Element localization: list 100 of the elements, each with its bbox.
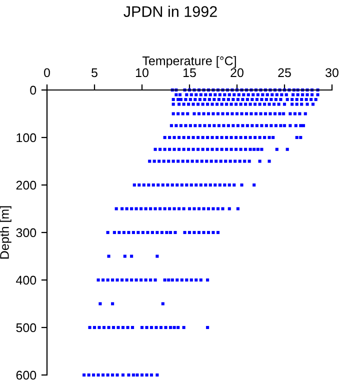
point — [120, 278, 124, 282]
point — [268, 160, 271, 163]
point — [296, 93, 300, 96]
point — [176, 326, 180, 330]
point — [114, 207, 118, 210]
point — [311, 102, 315, 106]
point — [244, 136, 248, 140]
point — [178, 93, 182, 96]
point — [192, 112, 196, 116]
point — [194, 93, 198, 96]
point — [149, 278, 152, 282]
point — [172, 136, 176, 140]
point — [244, 148, 248, 151]
point — [121, 326, 125, 330]
point — [150, 326, 154, 330]
point — [228, 183, 231, 187]
point — [204, 93, 208, 96]
point — [192, 102, 195, 106]
point — [102, 373, 105, 377]
point — [232, 93, 236, 96]
point — [222, 124, 226, 128]
point — [178, 148, 181, 151]
point — [185, 278, 188, 282]
point — [88, 326, 92, 330]
point — [170, 183, 174, 187]
point — [203, 98, 206, 102]
point — [156, 373, 159, 377]
point — [202, 112, 206, 116]
point — [219, 160, 222, 163]
point — [174, 230, 177, 234]
point — [300, 98, 304, 102]
point — [246, 98, 249, 102]
point — [232, 124, 235, 128]
point — [306, 102, 309, 106]
point — [220, 102, 224, 106]
point — [244, 112, 248, 116]
point — [250, 112, 253, 116]
point — [268, 112, 272, 116]
point — [202, 230, 206, 234]
point — [264, 98, 268, 102]
point — [187, 136, 190, 140]
point — [118, 230, 121, 234]
point — [132, 183, 136, 187]
point — [248, 148, 252, 151]
point — [212, 230, 215, 234]
point — [156, 254, 159, 258]
point — [159, 326, 163, 330]
point — [279, 98, 282, 102]
point — [225, 102, 228, 106]
point — [190, 183, 193, 187]
point — [196, 136, 200, 140]
point — [234, 160, 237, 163]
point — [263, 136, 266, 140]
point — [230, 102, 233, 106]
point — [260, 124, 264, 128]
point — [199, 183, 202, 187]
point — [174, 124, 178, 128]
point — [232, 98, 235, 102]
point — [203, 124, 206, 128]
point — [290, 102, 294, 106]
point — [92, 326, 96, 330]
point — [130, 278, 134, 282]
point — [176, 98, 180, 102]
point — [300, 102, 304, 106]
point — [206, 278, 210, 282]
point — [230, 136, 233, 140]
point — [310, 93, 314, 96]
x-tick-label: 30 — [326, 68, 338, 78]
point — [304, 98, 308, 102]
point — [148, 160, 152, 163]
point — [116, 278, 119, 282]
point — [172, 98, 175, 102]
point — [261, 93, 264, 96]
x-tick-label: 20 — [230, 68, 244, 78]
point — [192, 136, 195, 140]
point — [274, 98, 278, 102]
point — [167, 278, 170, 282]
point — [228, 160, 232, 163]
point — [178, 207, 181, 210]
point — [214, 160, 218, 163]
point — [192, 230, 196, 234]
point — [206, 102, 210, 106]
y-tick-label: 200 — [16, 180, 36, 190]
point — [165, 230, 168, 234]
point — [282, 102, 286, 106]
point — [208, 124, 211, 128]
point — [206, 207, 210, 210]
point — [96, 373, 100, 377]
point — [140, 373, 144, 377]
point — [212, 124, 216, 128]
point — [112, 326, 116, 330]
point — [98, 302, 102, 306]
y-tick-label: 100 — [16, 133, 36, 142]
point — [277, 102, 280, 106]
point — [163, 136, 166, 140]
point — [206, 136, 210, 140]
point — [140, 278, 143, 282]
point — [179, 124, 182, 128]
point — [111, 373, 114, 377]
point — [299, 136, 302, 140]
